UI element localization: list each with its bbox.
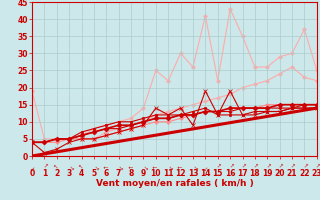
X-axis label: Vent moyen/en rafales ( km/h ): Vent moyen/en rafales ( km/h )	[96, 179, 253, 188]
Text: ↑: ↑	[264, 163, 271, 170]
Text: ↑: ↑	[301, 163, 308, 170]
Text: ↑: ↑	[178, 163, 183, 168]
Text: ↑: ↑	[239, 163, 246, 170]
Text: ↑: ↑	[115, 163, 122, 170]
Text: ↑: ↑	[28, 163, 36, 170]
Text: ↑: ↑	[289, 163, 295, 170]
Text: ↑: ↑	[66, 163, 73, 170]
Text: ↑: ↑	[153, 163, 158, 168]
Text: ↑: ↑	[91, 163, 97, 170]
Text: ↑: ↑	[140, 163, 147, 170]
Text: ↑: ↑	[165, 163, 172, 170]
Text: ↑: ↑	[78, 163, 85, 170]
Text: ↑: ↑	[276, 163, 283, 170]
Text: ↑: ↑	[53, 163, 60, 170]
Text: ↑: ↑	[41, 163, 48, 170]
Text: ↑: ↑	[189, 163, 196, 170]
Text: ↑: ↑	[202, 163, 209, 170]
Text: ↑: ↑	[313, 163, 320, 170]
Text: ↑: ↑	[214, 163, 221, 170]
Text: ↑: ↑	[252, 163, 258, 170]
Text: ↑: ↑	[227, 163, 234, 170]
Text: ↑: ↑	[104, 163, 109, 168]
Text: ↑: ↑	[129, 163, 133, 168]
